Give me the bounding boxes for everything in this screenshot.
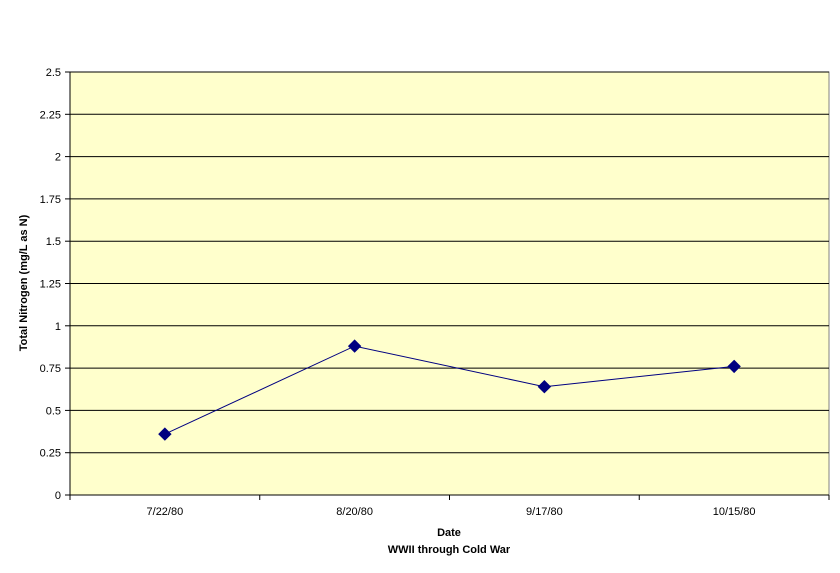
x-tick-label: 10/15/80: [713, 506, 756, 518]
y-tick-label: 1.5: [46, 236, 61, 248]
y-axis-title: Total Nitrogen (mg/L as N): [18, 214, 30, 351]
y-tick-label: 2: [55, 152, 61, 164]
data-point-marker: [727, 359, 741, 374]
data-point-marker: [537, 380, 552, 394]
y-tick-label: 0.25: [40, 448, 61, 460]
y-tick-label: 1: [55, 321, 61, 333]
data-point-marker: [158, 427, 172, 441]
x-tick-label: 9/17/80: [526, 506, 563, 518]
data-point-marker: [347, 339, 362, 353]
y-axis-ticks: 0 0.25 0.5 0.75 1 1.25 1.5 1.75 2 2.25 2.5: [40, 67, 70, 502]
x-axis-ticks: 7/22/80 8/20/80 9/17/80 10/15/80: [69, 495, 830, 518]
x-tick-label: 8/20/80: [336, 506, 373, 518]
series-group: [158, 339, 741, 441]
x-axis-subtitle: WWII through Cold War: [388, 544, 511, 556]
y-tick-label: 0.5: [46, 405, 61, 417]
y-tick-label: 2.25: [40, 109, 61, 121]
y-tick-label: 2.5: [46, 67, 61, 79]
series-line: [164, 345, 735, 435]
y-tick-label: 1.75: [40, 194, 61, 206]
x-axis-title: Date: [437, 527, 461, 539]
gridlines: [70, 71, 829, 454]
y-tick-label: 0: [55, 490, 61, 502]
y-tick-label: 1.25: [40, 279, 61, 291]
y-tick-label: 0.75: [40, 363, 61, 375]
x-tick-label: 7/22/80: [147, 506, 184, 518]
